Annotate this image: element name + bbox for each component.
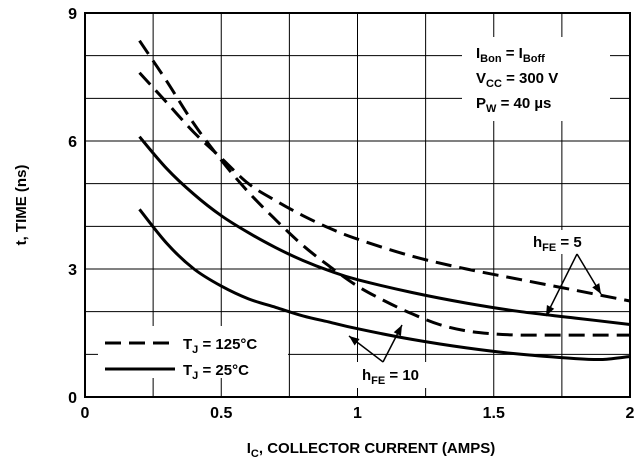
y-axis-label: t, TIME (ns) xyxy=(13,165,30,246)
y-tick-label: 9 xyxy=(68,6,77,23)
x-axis-label: IC, COLLECTOR CURRENT (AMPS) xyxy=(247,440,496,460)
series-line-4 xyxy=(138,208,631,362)
arrowhead xyxy=(349,336,360,346)
y-tick-label: 6 xyxy=(68,134,77,151)
hfe10-label-bg xyxy=(357,362,449,388)
x-tick-labels: 0 0.5 1 1.5 2 xyxy=(81,405,635,422)
x-tick-label: 0.5 xyxy=(210,405,232,422)
series-group xyxy=(138,39,631,362)
y-tick-labels: 0 3 6 9 xyxy=(68,6,77,407)
condition-line-2: VCC = 300 V xyxy=(476,70,558,90)
legend-label: TJ = 125°C xyxy=(183,336,257,356)
hfe5-label-bg xyxy=(528,230,608,254)
condition-line-3: PW = 40 µs xyxy=(476,95,551,115)
series-line-1 xyxy=(138,71,631,303)
x-tick-label: 1.5 xyxy=(483,405,505,422)
conditions-text: IBon = IBoff VCC = 300 V PW = 40 µs xyxy=(476,45,558,115)
legend-label: TJ = 25°C xyxy=(183,362,249,382)
arrowhead xyxy=(592,283,601,294)
annotation-arrow xyxy=(545,253,578,317)
arrowhead xyxy=(546,305,555,316)
hfe-annotations: hFE = 5 hFE = 10 xyxy=(362,234,582,387)
condition-line-1: IBon = IBoff xyxy=(476,45,545,65)
hfe-label-1: hFE = 5 xyxy=(533,234,582,254)
x-tick-label: 1 xyxy=(353,405,362,422)
y-tick-label: 0 xyxy=(68,390,77,407)
series-line-2 xyxy=(138,39,631,337)
hfe-label-2: hFE = 10 xyxy=(362,367,419,387)
series-line-3 xyxy=(138,135,631,326)
x-tick-label: 2 xyxy=(626,405,635,422)
arrowhead xyxy=(393,325,402,336)
plot-frame xyxy=(84,12,631,398)
conditions-box xyxy=(462,37,610,121)
legend: TJ = 125°C TJ = 25°C xyxy=(105,336,257,382)
x-tick-label: 0 xyxy=(81,405,90,422)
y-tick-label: 3 xyxy=(68,262,77,279)
annotation-arrows xyxy=(348,253,602,363)
